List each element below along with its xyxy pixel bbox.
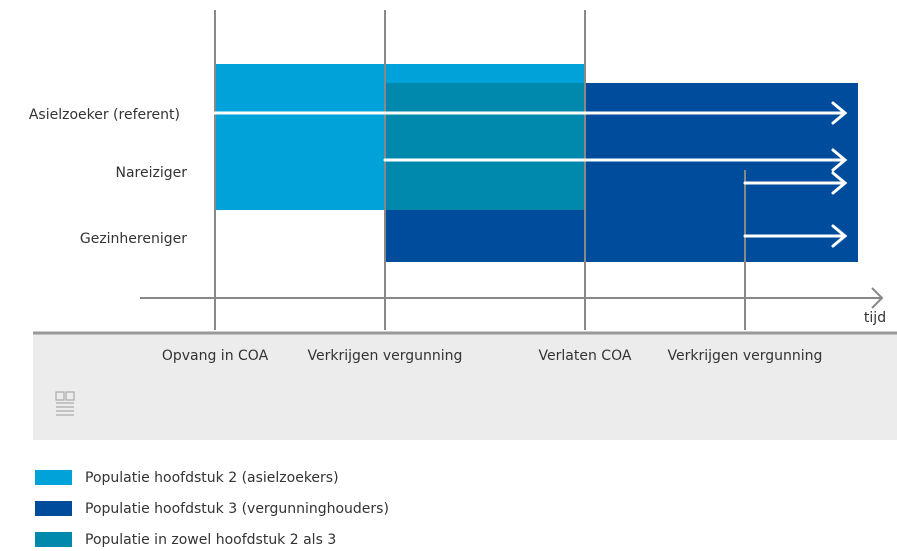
time-axis bbox=[140, 287, 884, 309]
row-label: Gezinhereniger bbox=[80, 231, 187, 247]
event-lines bbox=[214, 10, 746, 330]
legend-swatch bbox=[35, 501, 72, 516]
event-label: Opvang in COA bbox=[162, 348, 269, 364]
axis-label: tijd bbox=[864, 310, 886, 326]
legend-swatch bbox=[35, 470, 72, 485]
row-label: Nareiziger bbox=[116, 165, 188, 181]
legend-label: Populatie hoofdstuk 2 (asielzoekers) bbox=[85, 470, 339, 486]
event-label: Verlaten COA bbox=[539, 348, 632, 364]
row-label: Asielzoeker (referent) bbox=[29, 107, 180, 123]
logo bbox=[55, 391, 75, 416]
population-ch3 bbox=[385, 210, 585, 262]
event-label: Verkrijgen vergunning bbox=[308, 348, 463, 364]
population-both bbox=[385, 83, 585, 210]
arrows bbox=[213, 101, 848, 248]
legend-swatch bbox=[35, 532, 72, 547]
event-band bbox=[33, 333, 897, 440]
event-label: Verkrijgen vergunning bbox=[668, 348, 823, 364]
legend-label: Populatie in zowel hoofdstuk 2 als 3 bbox=[85, 532, 336, 548]
legend-label: Populatie hoofdstuk 3 (vergunninghouders… bbox=[85, 501, 389, 517]
